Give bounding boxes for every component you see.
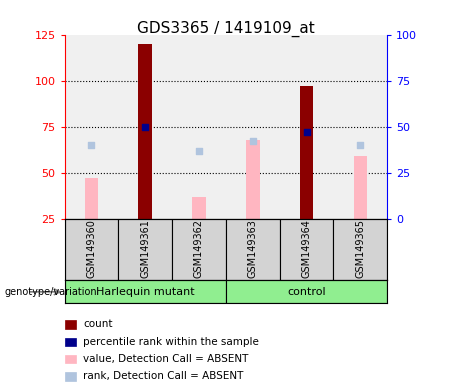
Text: rank, Detection Call = ABSENT: rank, Detection Call = ABSENT [83, 371, 243, 381]
Point [357, 142, 364, 148]
Point [142, 124, 149, 130]
Text: GDS3365 / 1419109_at: GDS3365 / 1419109_at [137, 21, 315, 37]
Bar [118, 219, 172, 280]
Text: GSM149360: GSM149360 [86, 219, 96, 278]
Bar [354, 156, 367, 219]
Text: GSM149365: GSM149365 [355, 219, 366, 278]
Text: GSM149361: GSM149361 [140, 219, 150, 278]
Point [88, 142, 95, 148]
Bar [226, 280, 387, 303]
Text: GSM149363: GSM149363 [248, 219, 258, 278]
Text: Harlequin mutant: Harlequin mutant [96, 287, 195, 297]
Bar [172, 219, 226, 280]
Point [249, 138, 256, 144]
Text: value, Detection Call = ABSENT: value, Detection Call = ABSENT [83, 354, 248, 364]
Bar [280, 219, 333, 280]
Bar [226, 219, 280, 280]
Point [195, 147, 203, 154]
Bar [65, 280, 226, 303]
Text: GSM149362: GSM149362 [194, 219, 204, 278]
Bar [246, 140, 260, 219]
Text: percentile rank within the sample: percentile rank within the sample [83, 337, 259, 347]
Bar [192, 197, 206, 219]
Text: count: count [83, 319, 112, 329]
Text: GSM149364: GSM149364 [301, 219, 312, 278]
Point [303, 129, 310, 135]
Bar [85, 178, 98, 219]
Text: genotype/variation: genotype/variation [5, 287, 97, 297]
Bar [300, 86, 313, 219]
Bar [333, 219, 387, 280]
Text: control: control [287, 287, 326, 297]
Bar [138, 44, 152, 219]
Bar [65, 219, 118, 280]
